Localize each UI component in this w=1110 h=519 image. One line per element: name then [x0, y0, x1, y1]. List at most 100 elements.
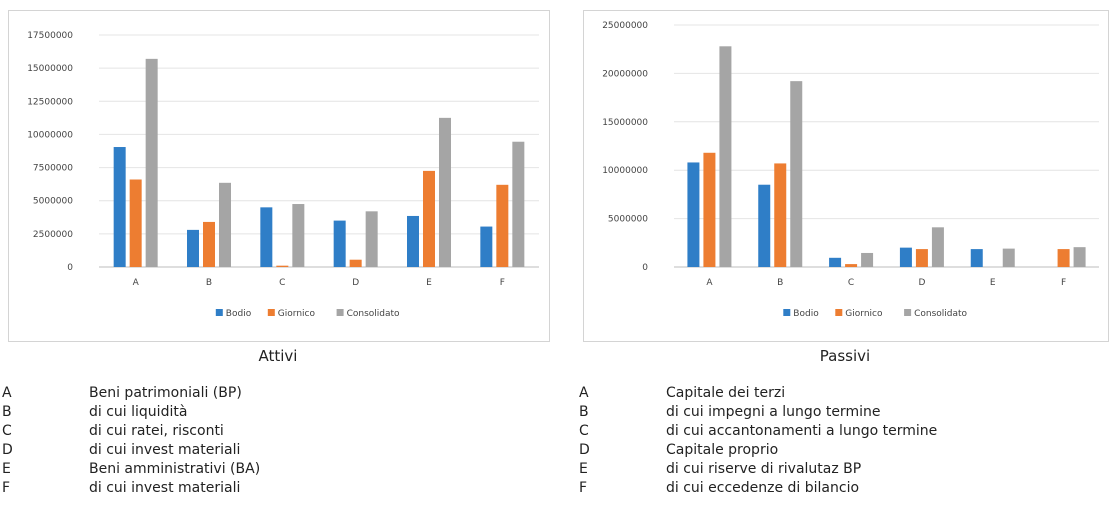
description-letter: D	[2, 442, 13, 458]
description-text: Beni patrimoniali (BP)	[89, 385, 242, 401]
attivi-bar-giornico-e	[423, 170, 435, 267]
passivi-bar-bodio-b	[758, 184, 771, 267]
passivi-y-tick-label: 0	[642, 263, 648, 273]
attivi-y-tick-label: 0	[67, 263, 73, 273]
attivi-bar-bodio-b	[187, 229, 199, 267]
passivi-y-tick-label: 15000000	[602, 118, 648, 128]
description-item: D Capitale proprio	[579, 441, 1099, 460]
passivi-x-tick-label: B	[777, 278, 783, 288]
passivi-x-tick-label: D	[918, 278, 925, 288]
attivi-x-tick-label: F	[500, 278, 505, 288]
description-text: Capitale dei terzi	[666, 385, 786, 401]
description-letter: A	[579, 385, 589, 401]
description-text: Capitale proprio	[666, 442, 779, 458]
attivi-bar-giornico-a	[129, 179, 142, 267]
attivi-bar-consolidato-c	[292, 204, 305, 267]
description-text: di cui liquidità	[89, 404, 188, 420]
description-letter: D	[579, 442, 590, 458]
description-letter: E	[2, 461, 11, 477]
attivi-x-tick-label: B	[206, 278, 212, 288]
description-text: di cui impegni a lungo termine	[666, 404, 881, 420]
attivi-bar-giornico-d	[349, 259, 362, 267]
description-letter: A	[2, 385, 12, 401]
attivi-chart-frame: 0 2500000 5000000 7500000 10000000 12500000 15…	[8, 10, 550, 342]
attivi-bar-consolidato-b	[219, 182, 231, 267]
attivi-bar-consolidato-e	[439, 117, 451, 267]
passivi-bar-giornico-b	[774, 163, 787, 267]
passivi-legend-swatch-consolidato	[904, 309, 912, 316]
attivi-y-tick-label: 5000000	[33, 197, 73, 207]
description-text: di cui accantonamenti a lungo termine	[666, 423, 938, 439]
description-text: di cui invest materiali	[89, 442, 241, 458]
passivi-x-tick-label: C	[848, 278, 854, 288]
attivi-y-tick-label: 12500000	[27, 97, 73, 107]
description-letter: F	[579, 480, 588, 496]
description-letter: C	[2, 423, 12, 439]
description-letter: B	[579, 404, 589, 420]
attivi-bar-giornico-f	[496, 184, 509, 267]
description-text: di cui riserve di rivalutaz BP	[666, 461, 862, 477]
passivi-legend-label-bodio: Bodio	[793, 309, 819, 319]
passivi-legend-label-giornico: Giornico	[845, 309, 883, 319]
description-letter: B	[2, 404, 12, 420]
attivi-bar-bodio-f	[480, 226, 493, 267]
passivi-legend-swatch-giornico	[835, 309, 843, 316]
attivi-legend-swatch-consolidato	[336, 309, 344, 316]
attivi-bar-giornico-c	[276, 265, 289, 267]
attivi-bar-consolidato-d	[365, 211, 378, 267]
passivi-legend-label-consolidato: Consolidato	[914, 309, 967, 319]
passivi-bar-giornico-c	[845, 264, 858, 267]
passivi-bar-consolidato-b	[790, 81, 803, 267]
attivi-bar-consolidato-f	[512, 141, 525, 267]
description-text: di cui ratei, risconti	[89, 423, 224, 439]
attivi-bar-consolidato-a	[145, 58, 158, 268]
attivi-bar-bodio-d	[333, 220, 346, 267]
passivi-bar-giornico-a	[703, 152, 716, 267]
attivi-bar-bodio-c	[260, 207, 273, 267]
passivi-bar-consolidato-f	[1073, 247, 1086, 267]
attivi-y-tick-label: 15000000	[27, 64, 73, 74]
passivi-bar-giornico-f	[1057, 249, 1070, 267]
passivi-bar-consolidato-c	[861, 252, 874, 267]
attivi-y-tick-label: 10000000	[27, 130, 73, 140]
attivi-bar-bodio-a	[113, 147, 126, 267]
passivi-bar-bodio-a	[687, 162, 700, 267]
attivi-legend-label-giornico: Giornico	[278, 309, 316, 319]
description-text: Beni amministrativi (BA)	[89, 461, 261, 477]
passivi-x-tick-label: E	[990, 278, 996, 288]
attivi-legend-swatch-bodio	[215, 309, 223, 316]
description-item: E Beni amministrativi (BA)	[2, 460, 547, 479]
attivi-legend-label-bodio: Bodio	[226, 309, 252, 319]
passivi-bar-consolidato-d	[931, 227, 944, 267]
attivi-y-tick-label: 17500000	[27, 31, 73, 41]
passivi-y-tick-label: 20000000	[602, 69, 648, 79]
attivi-legend-label-consolidato: Consolidato	[347, 309, 400, 319]
attivi-caption: Attivi	[258, 347, 298, 365]
passivi-y-tick-label: 25000000	[602, 21, 648, 31]
passivi-bar-consolidato-e	[1002, 248, 1015, 267]
passivi-y-tick-label: 5000000	[608, 215, 648, 225]
attivi-bar-bodio-e	[407, 215, 419, 267]
attivi-x-tick-label: E	[426, 278, 432, 288]
description-item: A Beni patrimoniali (BP)	[2, 384, 547, 403]
attivi-legend-swatch-giornico	[267, 309, 275, 316]
attivi-bar-chart: 0 2500000 5000000 7500000 10000000 12500000 15…	[27, 31, 539, 319]
attivi-x-tick-label: C	[279, 278, 285, 288]
attivi-x-tick-label: A	[133, 278, 140, 288]
description-letter: F	[2, 480, 11, 496]
passivi-y-tick-label: 10000000	[602, 166, 648, 176]
passivi-bar-bodio-c	[829, 257, 842, 267]
passivi-bar-chart: 0 5000000 10000000 15000000 20000000 25000000…	[602, 21, 1099, 319]
passivi-x-tick-label: A	[706, 278, 713, 288]
description-letter: E	[579, 461, 588, 477]
passivi-chart-frame: 0 5000000 10000000 15000000 20000000 25000000…	[583, 10, 1109, 342]
passivi-legend-swatch-bodio	[783, 309, 791, 316]
passivi-caption: Passivi	[819, 347, 871, 365]
